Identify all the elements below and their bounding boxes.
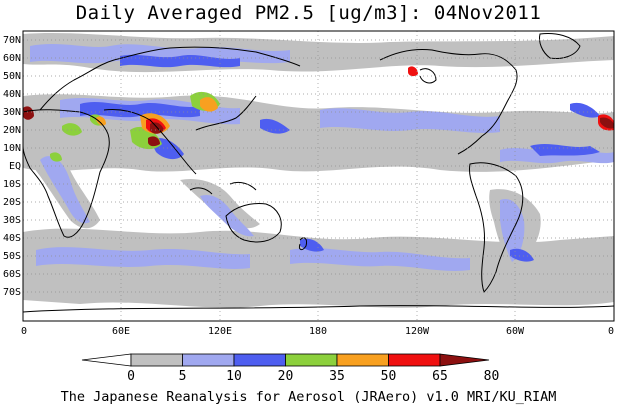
lon-label: 120W — [405, 326, 430, 337]
lat-label: 60N — [3, 53, 21, 64]
legend-swatch — [130, 353, 183, 367]
lat-label: 50S — [3, 251, 21, 262]
legend-swatch — [182, 353, 235, 367]
lat-label: 60S — [3, 269, 21, 280]
lat-label: 30N — [3, 107, 21, 118]
legend-swatch — [285, 353, 338, 367]
map-frame — [22, 30, 615, 322]
legend-label: 20 — [278, 369, 294, 384]
lat-label: 20N — [3, 125, 21, 136]
legend-label: 50 — [381, 369, 397, 384]
legend-label: 80 — [484, 369, 500, 384]
legend-swatch — [233, 353, 286, 367]
lon-label: 60W — [506, 326, 525, 337]
lat-label: 70S — [3, 287, 21, 298]
legend-arrow-low — [81, 353, 132, 367]
map-title: Daily Averaged PM2.5 [ug/m3]: 04Nov2011 — [75, 2, 542, 24]
lon-label: 120E — [208, 326, 232, 337]
longitude-axis: 0 60E 120E 180 120W 60W 0 — [21, 326, 614, 337]
lat-label: 50N — [3, 71, 21, 82]
legend-arrow-high — [439, 353, 490, 367]
lat-label: 40N — [3, 89, 21, 100]
legend-label: 0 — [127, 369, 135, 384]
lon-label: 60E — [112, 326, 130, 337]
colorbar-legend: 0 5 10 20 35 50 65 80 — [81, 353, 500, 384]
lat-label: 70N — [3, 35, 21, 46]
graticule — [23, 31, 614, 321]
lon-label: 0 — [21, 326, 27, 337]
latitude-axis: 70N 60N 50N 40N 30N 20N 10N EQ 10S 20S 3… — [3, 35, 21, 298]
legend-swatch — [336, 353, 389, 367]
lat-label: 10N — [3, 143, 21, 154]
lat-label: 20S — [3, 197, 21, 208]
legend-label: 35 — [329, 369, 345, 384]
legend-label: 10 — [226, 369, 242, 384]
lon-label: 0 — [608, 326, 614, 337]
footer-credit: The Japanese Reanalysis for Aerosol (JRA… — [60, 389, 557, 405]
lat-label: 40S — [3, 233, 21, 244]
lat-label: EQ — [9, 161, 21, 172]
legend-label: 5 — [179, 369, 187, 384]
legend-swatch — [388, 353, 441, 367]
lon-label: 180 — [309, 326, 327, 337]
legend-label: 65 — [432, 369, 448, 384]
lat-label: 30S — [3, 215, 21, 226]
lat-label: 10S — [3, 179, 21, 190]
